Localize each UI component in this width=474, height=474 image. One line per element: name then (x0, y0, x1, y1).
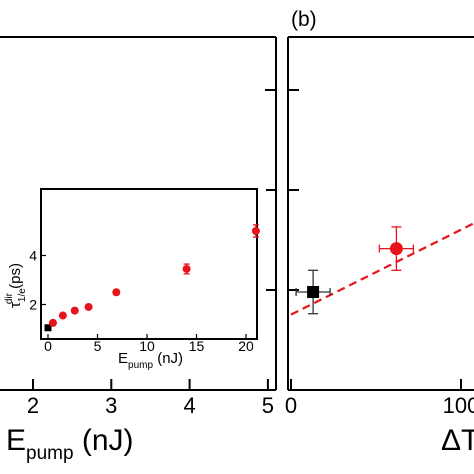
panel-b-data-point (378, 226, 415, 271)
inset-data-point (84, 302, 93, 311)
panel-a-xlabel: Epump (nJ) (6, 424, 134, 464)
panel-b-xlabel: ΔT (441, 424, 474, 457)
inset-ylabel: τ1/edir (ps) (4, 263, 28, 308)
panel-b-label: (b) (291, 8, 317, 31)
panel-b-x-tick-label: 0 (285, 393, 297, 418)
inset-x-tick-label: 20 (238, 338, 254, 354)
inset-x-tick-label: 5 (94, 338, 102, 354)
inset-y-tick-label: 4 (29, 248, 37, 264)
inset-y-tick-label: 2 (29, 297, 37, 313)
inset-y-ticks: 24 (29, 248, 46, 313)
inset-x-tick-label: 0 (44, 338, 52, 354)
panel-b-fit-line (290, 221, 474, 316)
inset-data-point (70, 306, 79, 315)
panel-a-x-tick-label: 3 (105, 393, 117, 418)
panel-a-x-tick-label: 2 (27, 393, 39, 418)
inset-x-tick-label: 10 (139, 338, 155, 354)
inset-data-point (182, 263, 191, 275)
panel-a-x-ticks: 2 3 4 5 (27, 379, 274, 418)
panel-b-points (295, 226, 415, 315)
panel-a-x-tick-label: 4 (183, 393, 195, 418)
inset-x-ticks: 0 5 10 15 20 (44, 334, 254, 354)
panel-b-data-point (295, 269, 331, 315)
inset-data-point (48, 318, 57, 327)
inset-points (44, 224, 260, 332)
inset-xlabel: Epump (nJ) (118, 350, 183, 371)
panel-b-fit-line-path (290, 221, 474, 316)
inset-data-point (251, 224, 260, 238)
inset-chart: 0 5 10 15 20 24 Epump (nJ) τ1/edir (ps) (4, 183, 266, 371)
panel-a: 2 3 4 5 Epump (nJ) (0, 36, 277, 464)
inset-data-point (44, 324, 52, 332)
panel-b: (b) 0 100 ΔT (285, 8, 474, 457)
panel-b-x-ticks: 0 100 (285, 379, 474, 418)
panel-b-x-tick-label: 100 (443, 393, 474, 418)
inset-data-point (112, 288, 121, 297)
inset-frame (40, 188, 258, 340)
inset-x-tick-label: 15 (189, 338, 205, 354)
panel-a-x-tick-label: 5 (262, 393, 274, 418)
inset-background (16, 183, 266, 343)
inset-data-point (58, 311, 67, 320)
